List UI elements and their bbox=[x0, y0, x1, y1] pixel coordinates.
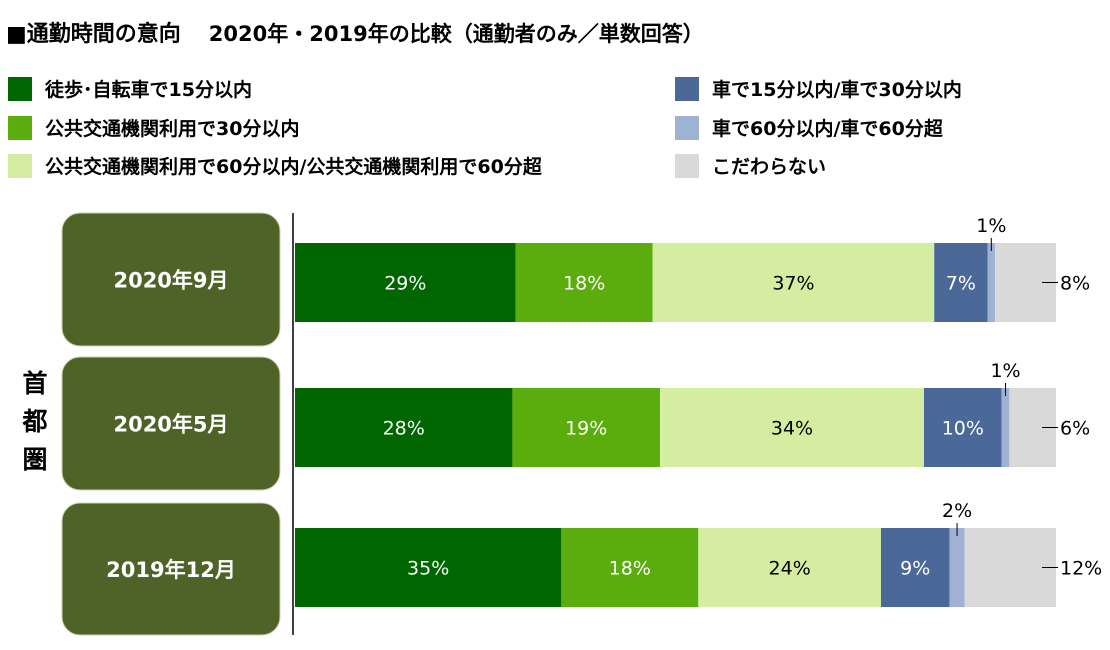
bar-segment bbox=[512, 388, 660, 467]
data-label: 28% bbox=[383, 418, 425, 440]
data-label: 6% bbox=[1060, 418, 1090, 440]
data-label: 37% bbox=[772, 273, 814, 295]
legend-label: 車で15分以内/車で30分以内 bbox=[712, 79, 962, 101]
bar-segment bbox=[880, 528, 950, 607]
legend-item: 車で15分以内/車で30分以内 bbox=[675, 75, 962, 102]
legend-label: 公共交通機関利用で30分以内 bbox=[45, 118, 300, 140]
bar-segment bbox=[934, 243, 988, 322]
legend-item: こだわらない bbox=[675, 152, 826, 179]
bar-segment bbox=[949, 528, 965, 607]
data-label: 7% bbox=[946, 273, 976, 295]
category-label: 2020年9月 bbox=[113, 269, 228, 293]
title-text: ■通勤時間の意向 bbox=[6, 22, 181, 47]
data-label: 18% bbox=[609, 558, 651, 580]
data-label: 8% bbox=[1060, 273, 1090, 295]
bar-segment bbox=[923, 388, 1002, 467]
data-label: 1% bbox=[990, 360, 1020, 382]
data-label: 9% bbox=[900, 558, 930, 580]
legend-swatch bbox=[675, 153, 699, 178]
data-label: 18% bbox=[563, 273, 605, 295]
legend-swatch bbox=[675, 76, 699, 101]
data-label: 29% bbox=[384, 273, 426, 295]
category-label: 2020年5月 bbox=[113, 413, 228, 437]
legend-label: 車で60分以内/車で60分超 bbox=[712, 118, 943, 140]
legend-label: 公共交通機関利用で60分以内/公共交通機関利用で60分超 bbox=[45, 156, 542, 178]
legend-item: 徒歩･自転車で15分以内 bbox=[8, 75, 252, 102]
data-label: 10% bbox=[942, 418, 984, 440]
bar-segment bbox=[652, 243, 935, 322]
chart-title: ■通勤時間の意向 2020年・2019年の比較（通勤者のみ／単数回答） bbox=[6, 16, 704, 48]
legend-label: こだわらない bbox=[712, 156, 827, 178]
bar-segment bbox=[561, 528, 699, 607]
legend-swatch bbox=[8, 115, 32, 140]
category-box bbox=[61, 212, 281, 347]
category-box bbox=[61, 356, 281, 491]
legend-item: 公共交通機関利用で60分以内/公共交通機関利用で60分超 bbox=[8, 152, 542, 179]
data-label: 34% bbox=[771, 418, 813, 440]
data-label: 2% bbox=[942, 500, 972, 522]
legend-swatch bbox=[8, 153, 32, 178]
data-label: 35% bbox=[407, 558, 449, 580]
bar-segment bbox=[964, 528, 1056, 607]
legend-item: 車で60分以内/車で60分超 bbox=[675, 114, 943, 141]
subtitle-text: 2020年・2019年の比較（通勤者のみ／単数回答） bbox=[208, 22, 704, 46]
data-label: 19% bbox=[565, 418, 607, 440]
bar-segment bbox=[515, 243, 653, 322]
data-label: 24% bbox=[769, 558, 811, 580]
bar-segment bbox=[659, 388, 924, 467]
bar-segment bbox=[295, 243, 516, 322]
bar-segment bbox=[295, 528, 562, 607]
legend-swatch bbox=[8, 76, 32, 101]
category-box bbox=[61, 502, 281, 636]
data-label: 1% bbox=[976, 215, 1006, 237]
bar-segment bbox=[295, 388, 513, 467]
data-label: 12% bbox=[1060, 558, 1102, 580]
bar-segment bbox=[987, 243, 996, 322]
region-label: 首都圏 bbox=[19, 370, 48, 484]
category-label: 2019年12月 bbox=[106, 558, 236, 582]
legend-item: 公共交通機関利用で30分以内 bbox=[8, 114, 299, 141]
legend-label: 徒歩･自転車で15分以内 bbox=[45, 79, 252, 101]
bar-segment bbox=[698, 528, 881, 607]
legend-swatch bbox=[675, 115, 699, 140]
bar-segment bbox=[1001, 388, 1010, 467]
